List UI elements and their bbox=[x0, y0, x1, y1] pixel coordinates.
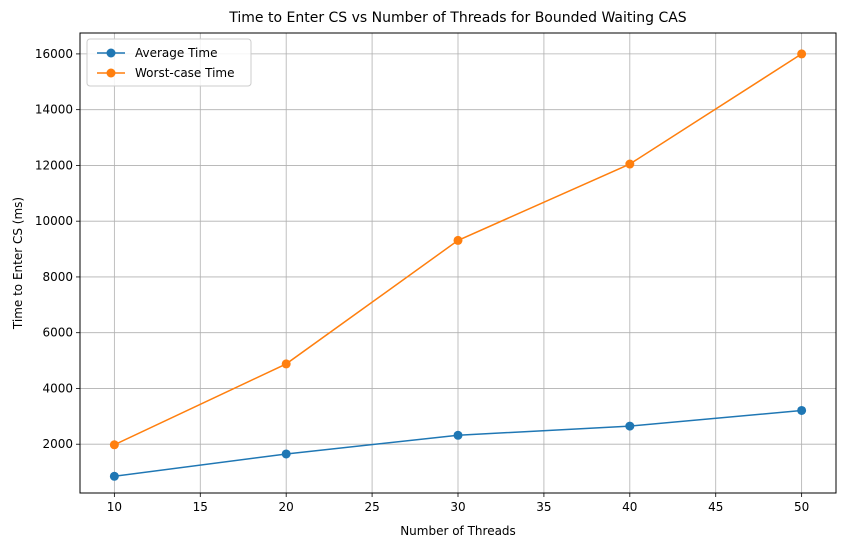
data-point bbox=[281, 359, 291, 369]
series-1 bbox=[109, 49, 807, 450]
x-tick-label: 10 bbox=[107, 500, 122, 514]
x-tick-label: 30 bbox=[450, 500, 465, 514]
y-tick-label: 16000 bbox=[35, 47, 73, 61]
y-tick-label: 2000 bbox=[42, 437, 73, 451]
x-tick-label: 20 bbox=[279, 500, 294, 514]
y-axis-ticks: 2000 4000 6000 8000 10000 12000 14000 16000 bbox=[35, 47, 80, 451]
legend-marker bbox=[106, 48, 116, 58]
series bbox=[109, 49, 807, 481]
legend: Average Time Worst-case Time bbox=[86, 38, 252, 87]
data-point bbox=[797, 405, 807, 415]
y-tick-label: 8000 bbox=[42, 270, 73, 284]
legend-marker bbox=[106, 68, 116, 78]
data-point bbox=[625, 421, 635, 431]
y-tick-label: 14000 bbox=[35, 103, 73, 117]
x-axis-label: Number of Threads bbox=[400, 524, 516, 538]
data-point bbox=[109, 471, 119, 481]
legend-box bbox=[86, 38, 252, 87]
series-0 bbox=[109, 405, 807, 481]
x-tick-label: 35 bbox=[536, 500, 551, 514]
data-point bbox=[281, 449, 291, 459]
data-point bbox=[453, 235, 463, 245]
legend-label: Worst-case Time bbox=[135, 66, 235, 80]
data-point bbox=[453, 430, 463, 440]
data-point bbox=[109, 440, 119, 450]
y-tick-label: 10000 bbox=[35, 214, 73, 228]
y-axis-label: Time to Enter CS (ms) bbox=[11, 197, 25, 330]
grid bbox=[80, 33, 836, 493]
legend-label: Average Time bbox=[135, 46, 217, 60]
x-tick-label: 40 bbox=[622, 500, 637, 514]
x-tick-label: 50 bbox=[794, 500, 809, 514]
y-tick-label: 6000 bbox=[42, 326, 73, 340]
data-point bbox=[797, 49, 807, 59]
x-tick-label: 45 bbox=[708, 500, 723, 514]
data-point bbox=[625, 159, 635, 169]
x-tick-label: 25 bbox=[364, 500, 379, 514]
chart-title: Time to Enter CS vs Number of Threads fo… bbox=[228, 10, 687, 26]
x-tick-label: 15 bbox=[193, 500, 208, 514]
y-tick-label: 4000 bbox=[42, 381, 73, 395]
x-axis-ticks: 10 15 20 25 30 35 40 45 50 bbox=[107, 493, 809, 514]
y-tick-label: 12000 bbox=[35, 158, 73, 172]
